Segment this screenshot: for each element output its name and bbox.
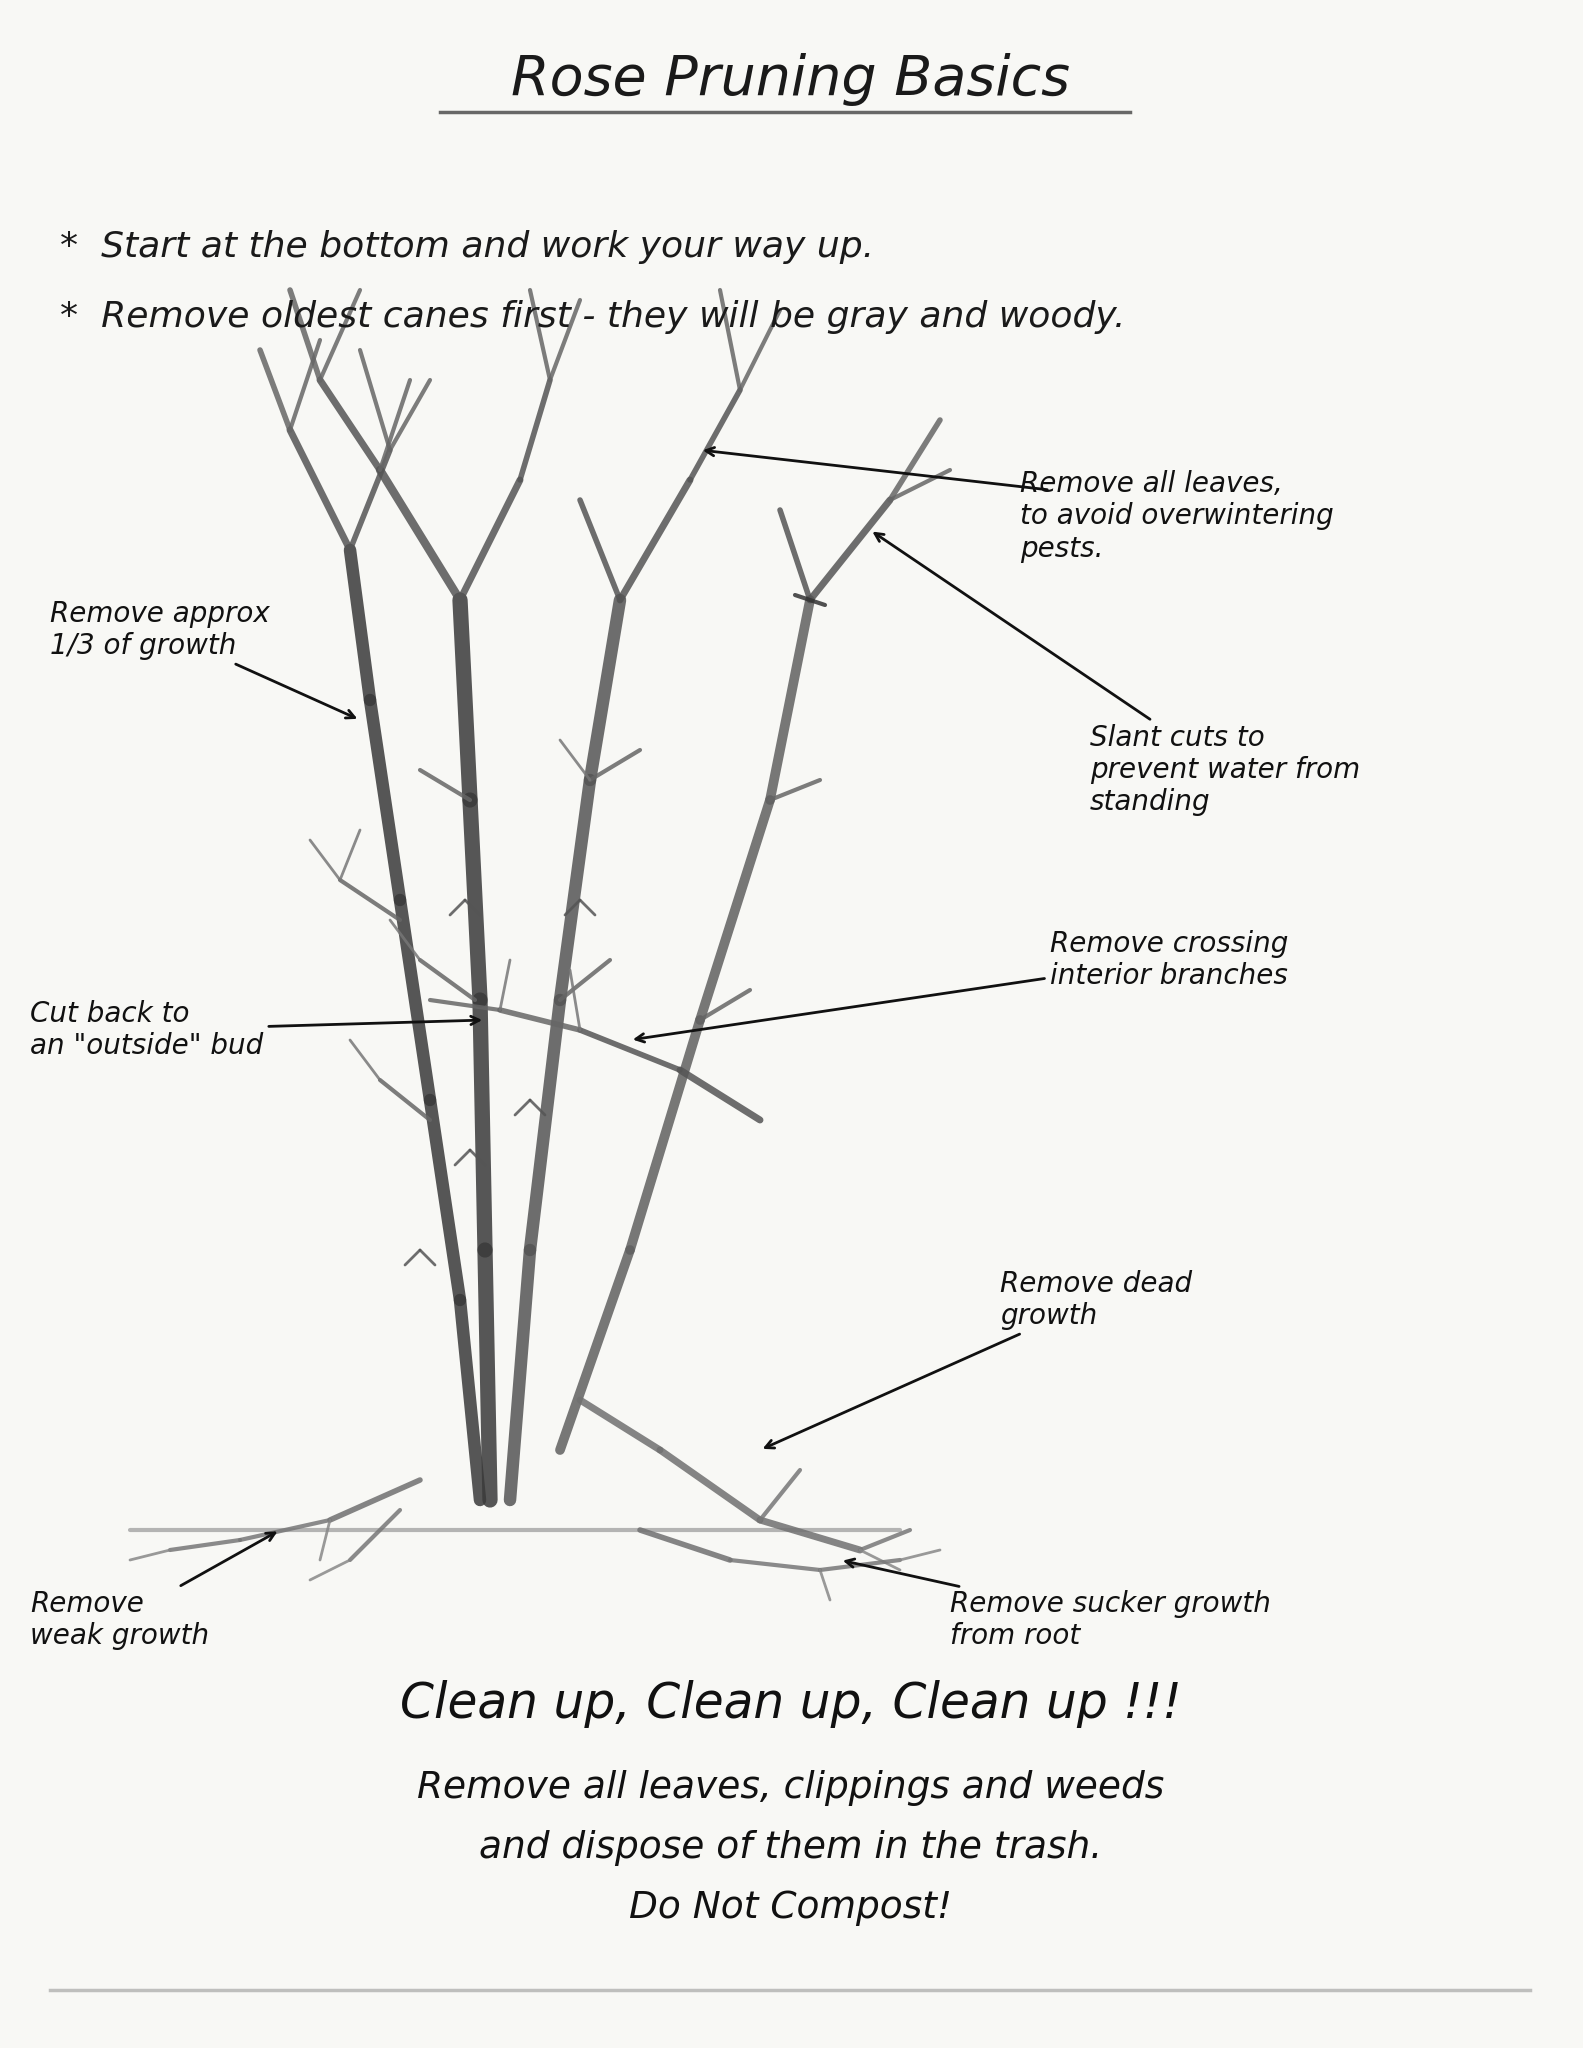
- Text: Remove all leaves, clippings and weeds: Remove all leaves, clippings and weeds: [418, 1769, 1165, 1806]
- Text: *  Remove oldest canes first - they will be gray and woody.: * Remove oldest canes first - they will …: [60, 299, 1126, 334]
- Text: Remove crossing
interior branches: Remove crossing interior branches: [636, 930, 1289, 1042]
- Text: Remove dead
growth: Remove dead growth: [765, 1270, 1192, 1448]
- Text: and dispose of them in the trash.: and dispose of them in the trash.: [480, 1831, 1103, 1866]
- Text: Remove
weak growth: Remove weak growth: [30, 1532, 275, 1651]
- Text: Rose Pruning Basics: Rose Pruning Basics: [511, 53, 1070, 106]
- Text: Slant cuts to
prevent water from
standing: Slant cuts to prevent water from standin…: [875, 532, 1360, 817]
- Text: Remove all leaves,
to avoid overwintering
pests.: Remove all leaves, to avoid overwinterin…: [1019, 469, 1334, 563]
- Text: Clean up, Clean up, Clean up !!!: Clean up, Clean up, Clean up !!!: [400, 1679, 1183, 1729]
- Text: *  Start at the bottom and work your way up.: * Start at the bottom and work your way …: [60, 229, 874, 264]
- Text: Do Not Compost!: Do Not Compost!: [630, 1890, 953, 1925]
- Text: Remove approx
1/3 of growth: Remove approx 1/3 of growth: [51, 600, 355, 719]
- Text: Remove sucker growth
from root: Remove sucker growth from root: [845, 1559, 1271, 1651]
- Text: Cut back to
an "outside" bud: Cut back to an "outside" bud: [30, 999, 480, 1061]
